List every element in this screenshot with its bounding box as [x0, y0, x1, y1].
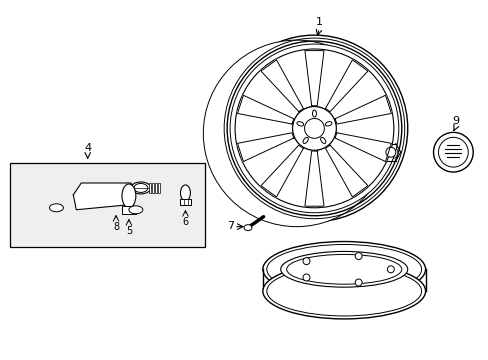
Ellipse shape	[280, 251, 407, 287]
Circle shape	[303, 258, 309, 265]
Ellipse shape	[312, 110, 316, 117]
Circle shape	[385, 147, 395, 157]
Ellipse shape	[325, 122, 331, 126]
Text: 1: 1	[315, 17, 322, 27]
Ellipse shape	[122, 184, 136, 208]
Text: 9: 9	[451, 116, 458, 126]
Text: 2: 2	[340, 309, 347, 319]
Polygon shape	[305, 151, 324, 206]
Bar	[179, 199, 191, 205]
Polygon shape	[73, 183, 136, 210]
Ellipse shape	[49, 204, 63, 212]
Text: 6: 6	[182, 217, 188, 227]
Circle shape	[303, 274, 309, 281]
Circle shape	[292, 107, 336, 150]
Ellipse shape	[244, 225, 251, 231]
Text: 4: 4	[84, 143, 91, 153]
Text: 8: 8	[113, 222, 119, 232]
Text: 7: 7	[226, 221, 234, 231]
Circle shape	[230, 44, 398, 213]
Circle shape	[354, 279, 362, 286]
Ellipse shape	[296, 122, 303, 126]
Polygon shape	[261, 60, 303, 112]
Bar	[154, 183, 157, 193]
Ellipse shape	[325, 122, 331, 126]
Ellipse shape	[131, 182, 150, 194]
Ellipse shape	[320, 138, 325, 144]
Text: 5: 5	[125, 226, 132, 236]
Ellipse shape	[303, 138, 307, 144]
Ellipse shape	[312, 110, 316, 117]
Ellipse shape	[383, 145, 397, 159]
Polygon shape	[325, 145, 367, 197]
Bar	[151, 183, 154, 193]
Ellipse shape	[303, 138, 307, 144]
Polygon shape	[237, 133, 293, 162]
Ellipse shape	[180, 185, 190, 201]
Ellipse shape	[263, 264, 425, 319]
Polygon shape	[305, 51, 324, 106]
Bar	[122, 206, 136, 214]
Circle shape	[433, 132, 472, 172]
Circle shape	[235, 49, 393, 208]
Ellipse shape	[263, 242, 425, 297]
Polygon shape	[261, 145, 303, 197]
Ellipse shape	[129, 206, 142, 214]
Circle shape	[304, 118, 324, 138]
Ellipse shape	[203, 40, 389, 227]
Bar	[157, 183, 160, 193]
Circle shape	[292, 107, 336, 150]
Circle shape	[386, 266, 393, 273]
Ellipse shape	[296, 122, 303, 126]
Circle shape	[221, 35, 407, 222]
Circle shape	[354, 253, 362, 260]
Polygon shape	[334, 95, 390, 124]
Text: 3: 3	[388, 126, 396, 136]
Polygon shape	[237, 95, 293, 124]
Circle shape	[304, 118, 324, 138]
Polygon shape	[325, 60, 367, 112]
Ellipse shape	[320, 138, 325, 144]
Bar	[148, 183, 151, 193]
Polygon shape	[334, 133, 390, 162]
Bar	[10, 163, 205, 247]
